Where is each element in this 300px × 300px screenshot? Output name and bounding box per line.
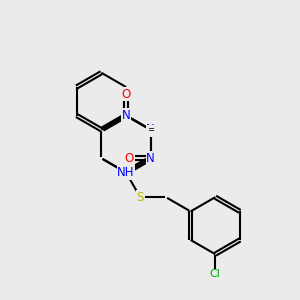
Text: NH: NH [117,166,135,179]
Text: O: O [122,88,130,100]
Text: N: N [146,152,155,165]
Text: N: N [122,109,130,122]
Text: S: S [136,191,144,204]
Text: N: N [146,123,155,136]
Text: =: = [147,125,154,134]
Text: Cl: Cl [210,269,221,279]
Text: O: O [125,152,134,165]
